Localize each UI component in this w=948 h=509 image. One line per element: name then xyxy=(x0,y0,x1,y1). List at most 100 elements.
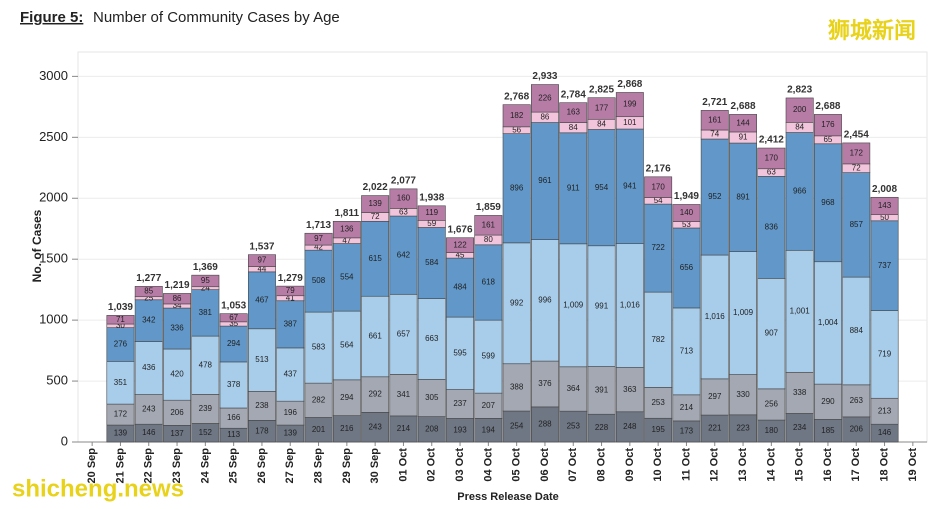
segment-label: 1,009 xyxy=(563,300,584,309)
bar-segment xyxy=(163,293,191,305)
total-label: 2,784 xyxy=(561,89,586,100)
bar-segment xyxy=(219,325,248,363)
segment-label: 63 xyxy=(399,207,408,216)
segment-label: 387 xyxy=(284,319,298,328)
segment-label: 941 xyxy=(623,181,637,190)
segment-label: 351 xyxy=(114,378,128,387)
segment-label: 437 xyxy=(284,370,298,379)
segment-label: 84 xyxy=(569,123,578,132)
segment-label: 72 xyxy=(852,163,861,172)
bar-segment xyxy=(474,215,503,236)
bar-segment xyxy=(587,129,616,247)
segment-label: 292 xyxy=(368,390,382,399)
x-tick-label: 01 Oct xyxy=(397,448,409,482)
segment-label: 170 xyxy=(765,154,779,163)
y-tick-label: 500 xyxy=(46,373,68,388)
bar-segment xyxy=(332,415,361,443)
segment-label: 201 xyxy=(312,425,326,434)
segment-label: 193 xyxy=(453,425,467,434)
bar-segment xyxy=(276,285,305,297)
total-label: 1,053 xyxy=(221,300,246,311)
segment-label: 54 xyxy=(654,196,663,205)
bar-segment xyxy=(729,374,758,416)
segment-label: 239 xyxy=(199,404,213,413)
bar-segment xyxy=(587,97,616,120)
segment-label: 248 xyxy=(623,422,637,431)
total-label: 1,811 xyxy=(335,208,360,219)
segment-label: 305 xyxy=(425,393,439,402)
total-label: 2,688 xyxy=(815,101,840,112)
bar-segment xyxy=(191,289,220,337)
segment-label: 722 xyxy=(651,243,665,252)
segment-label: 884 xyxy=(850,326,864,335)
segment-label: 172 xyxy=(114,410,128,419)
segment-label: 713 xyxy=(680,346,694,355)
segment-label: 907 xyxy=(765,329,779,338)
total-label: 1,949 xyxy=(674,191,699,202)
segment-label: 74 xyxy=(710,130,719,139)
segment-label: 45 xyxy=(456,250,465,259)
bar-segment xyxy=(389,415,418,443)
bar-segment xyxy=(474,319,503,394)
bar-segment xyxy=(361,376,390,413)
segment-label: 857 xyxy=(850,220,864,229)
bar-segment xyxy=(134,286,163,298)
segment-label: 263 xyxy=(850,396,864,405)
segment-label: 388 xyxy=(510,383,524,392)
segment-label: 1,016 xyxy=(620,301,641,310)
segment-label: 363 xyxy=(623,385,637,394)
x-tick-label: 25 Sep xyxy=(228,448,240,484)
segment-label: 223 xyxy=(736,424,750,433)
bar-segment xyxy=(361,220,390,297)
x-tick-label: 22 Sep xyxy=(143,448,155,484)
segment-label: 200 xyxy=(793,105,807,114)
x-tick-label: 26 Sep xyxy=(256,448,268,484)
total-label: 2,933 xyxy=(532,71,557,82)
bar-segment xyxy=(332,243,361,312)
segment-label: 554 xyxy=(340,272,354,281)
segment-label: 243 xyxy=(368,422,382,431)
bar-segment xyxy=(644,176,673,198)
bar-segment xyxy=(785,97,814,123)
bar-segment xyxy=(672,204,701,222)
segment-label: 282 xyxy=(312,395,326,404)
bar-segment xyxy=(700,254,729,380)
bar-segment xyxy=(729,114,758,133)
x-tick-label: 11 Oct xyxy=(680,448,692,481)
segment-label: 564 xyxy=(340,341,354,350)
segment-label: 63 xyxy=(767,168,776,177)
segment-label: 221 xyxy=(708,424,722,433)
total-label: 1,859 xyxy=(476,202,501,213)
total-label: 2,823 xyxy=(787,85,812,96)
bar-segment xyxy=(729,142,758,252)
total-label: 1,369 xyxy=(193,262,218,273)
segment-label: 954 xyxy=(595,183,609,192)
segment-label: 59 xyxy=(427,219,436,228)
bar-segment xyxy=(502,363,531,412)
x-tick-label: 08 Oct xyxy=(595,448,607,482)
x-tick-label: 29 Sep xyxy=(341,448,353,484)
bar-segment xyxy=(389,374,418,417)
total-label: 1,219 xyxy=(165,280,190,291)
segment-label: 378 xyxy=(227,380,241,389)
segment-label: 163 xyxy=(567,108,581,117)
bar-segment xyxy=(163,307,191,350)
segment-label: 206 xyxy=(170,408,184,417)
segment-label: 65 xyxy=(823,135,832,144)
segment-label: 782 xyxy=(651,335,665,344)
segment-label: 663 xyxy=(425,334,439,343)
total-label: 2,868 xyxy=(617,79,642,90)
segment-label: 508 xyxy=(312,276,326,285)
segment-label: 737 xyxy=(878,261,892,270)
segment-label: 208 xyxy=(425,424,439,433)
total-label: 2,688 xyxy=(731,101,756,112)
segment-label: 24 xyxy=(201,283,210,292)
bar-segment xyxy=(870,196,899,216)
segment-label: 185 xyxy=(821,426,835,435)
bar-segment xyxy=(842,172,871,278)
segment-label: 478 xyxy=(199,360,213,369)
segment-label: 182 xyxy=(510,111,524,120)
segment-label: 297 xyxy=(708,392,722,401)
bar-segment xyxy=(870,397,899,425)
bar-segment xyxy=(163,348,191,401)
